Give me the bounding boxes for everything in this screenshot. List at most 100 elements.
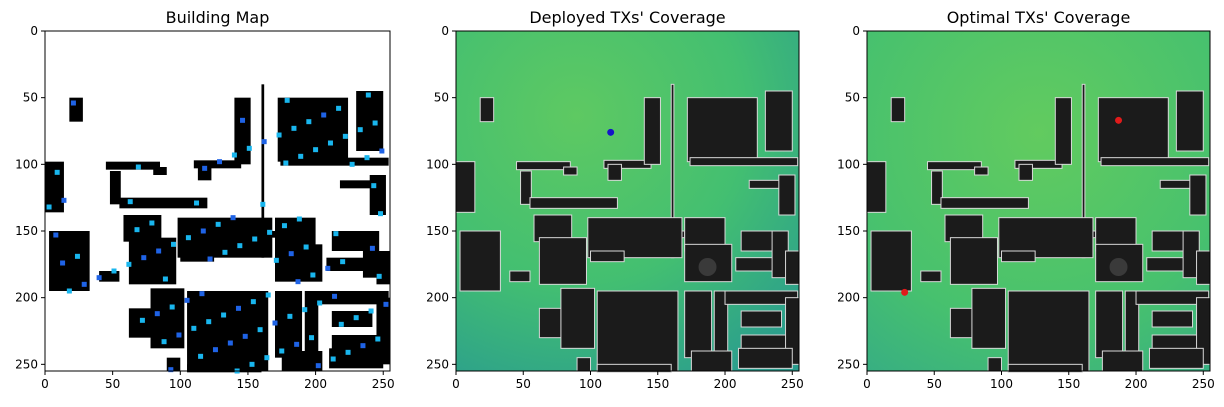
building [455, 161, 476, 213]
x-tick-label: 250 [372, 377, 395, 391]
candidate-point [378, 211, 384, 217]
panel-title: Building Map [166, 8, 270, 27]
building [119, 197, 208, 209]
candidate-point [46, 204, 52, 210]
candidate-point [272, 320, 278, 326]
candidate-point [74, 253, 80, 259]
building [931, 170, 943, 205]
building [563, 166, 578, 176]
candidate-point [338, 321, 344, 327]
building [1095, 290, 1124, 359]
candidate-point [156, 248, 162, 254]
building [331, 231, 366, 251]
candidate-point [371, 183, 377, 189]
building [949, 237, 998, 285]
candidate-point [295, 279, 301, 285]
candidate-point [315, 363, 321, 369]
y-tick-label: 150 [15, 224, 38, 238]
candidate-point [202, 165, 208, 171]
building [1100, 157, 1210, 167]
panel-title: Deployed TXs' Coverage [529, 8, 725, 27]
building [261, 84, 265, 258]
candidate-point [206, 319, 212, 325]
candidate-point [369, 245, 375, 251]
candidate-point [379, 148, 385, 154]
building [870, 230, 912, 292]
building [596, 290, 679, 372]
x-tick-label: 0 [452, 377, 460, 391]
candidate-point [207, 256, 213, 262]
y-tick-label: 0 [30, 24, 38, 38]
building [1097, 97, 1169, 163]
building [331, 311, 373, 327]
candidate-point [368, 308, 374, 314]
building [1054, 97, 1072, 165]
x-tick-label: 150 [236, 377, 259, 391]
y-tick-label: 200 [15, 291, 38, 305]
candidate-point [215, 221, 221, 227]
x-tick-label: 200 [1125, 377, 1148, 391]
x-tick-label: 50 [105, 377, 120, 391]
building [987, 357, 1003, 372]
candidate-point [264, 355, 270, 361]
building [596, 363, 672, 373]
x-tick-label: 50 [516, 377, 531, 391]
candidate-point [134, 227, 140, 233]
building [376, 251, 390, 285]
candidate-point [353, 315, 359, 321]
building [689, 157, 799, 167]
candidate-point [169, 304, 175, 310]
candidate-point [313, 147, 319, 153]
candidate-point [217, 159, 223, 165]
x-tick-label: 0 [863, 377, 871, 391]
candidate-point [237, 243, 243, 249]
candidate-point [298, 153, 304, 159]
candidate-point [185, 235, 191, 241]
candidate-point [365, 92, 371, 98]
candidate-point [296, 216, 302, 222]
axes-frame [44, 30, 391, 372]
candidate-point [231, 152, 237, 158]
building [376, 297, 390, 365]
x-tick-label: 150 [1057, 377, 1080, 391]
candidate-point [191, 325, 197, 331]
candidate-point [212, 347, 218, 353]
candidate-point [330, 356, 336, 362]
candidate-point [317, 300, 323, 306]
building [1018, 163, 1033, 181]
candidate-point [200, 228, 206, 234]
x-tick-label: 200 [304, 377, 327, 391]
candidate-point [332, 293, 338, 299]
candidate-point [288, 251, 294, 257]
candidate-point [327, 140, 333, 146]
building [339, 180, 381, 189]
candidate-point [176, 332, 182, 338]
x-tick-label: 200 [714, 377, 737, 391]
candidate-point [309, 335, 315, 341]
building [1151, 310, 1194, 328]
candidate-point [126, 261, 132, 267]
building [280, 157, 389, 166]
candidate-point [325, 265, 331, 271]
candidate-point [294, 341, 300, 347]
candidate-point [349, 161, 355, 167]
building [193, 160, 242, 169]
candidate-point [336, 105, 342, 111]
candidate-point [246, 145, 252, 151]
x-tick-label: 100 [990, 377, 1013, 391]
building [356, 91, 384, 151]
candidate-point [162, 276, 168, 282]
candidate-point [284, 97, 290, 103]
building [940, 197, 1029, 209]
building [576, 357, 592, 372]
building [590, 250, 625, 263]
candidate-point [60, 260, 66, 266]
building [1101, 350, 1144, 372]
building [1007, 290, 1090, 372]
building [150, 288, 185, 349]
building [369, 175, 386, 215]
candidate-point [276, 132, 282, 138]
candidate-point [171, 241, 177, 247]
